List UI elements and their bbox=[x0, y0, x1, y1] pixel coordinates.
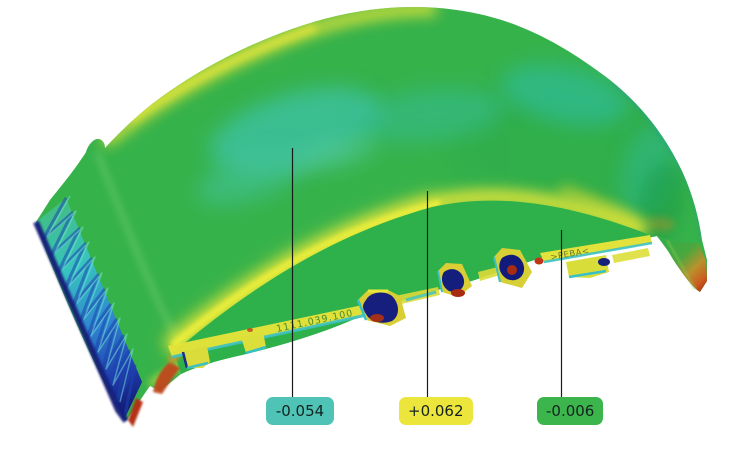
red-spot bbox=[534, 257, 544, 265]
mounting-edge-details bbox=[168, 235, 653, 370]
boss-3 bbox=[493, 248, 532, 288]
deviation-value-2: +0.062 bbox=[408, 401, 464, 420]
deviation-value-1: -0.054 bbox=[275, 401, 325, 420]
boss-2 bbox=[437, 263, 472, 297]
fender-part: 1111.039.100 >PEBA< bbox=[33, 7, 707, 427]
deviation-chip-2[interactable]: +0.062 bbox=[399, 397, 473, 425]
right-leg bbox=[657, 236, 707, 292]
annotation-leaders bbox=[291, 148, 563, 397]
deviation-chip-3[interactable]: -0.006 bbox=[537, 397, 604, 425]
deviation-value-3: -0.006 bbox=[546, 401, 595, 420]
boss-1 bbox=[356, 289, 406, 326]
ribbed-flange bbox=[33, 195, 143, 427]
deviation-chip-1[interactable]: -0.054 bbox=[266, 397, 334, 425]
